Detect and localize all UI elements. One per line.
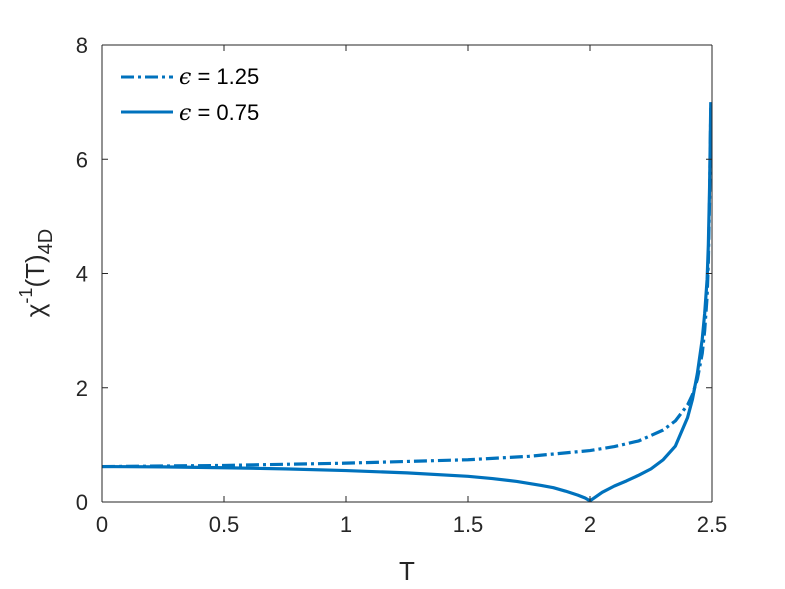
x-tick-label: 1 [340, 512, 352, 537]
y-axis-label-base: χ [20, 303, 50, 317]
x-tick-label: 2 [584, 512, 596, 537]
legend-eps-value: = 1.25 [191, 64, 259, 89]
y-tick-label: 4 [76, 262, 88, 287]
legend-label-eps-0-75: ϵ = 0.75 [179, 100, 259, 126]
y-axis-label: χ-1(T)4D [16, 229, 57, 317]
x-tick-label: 0.5 [209, 512, 240, 537]
series-line-eps-1-25 [101, 107, 713, 469]
ticks: 0 0.5 1 1.5 2 2.5 0 2 4 6 8 [76, 33, 728, 537]
y-tick-label: 6 [76, 147, 88, 172]
x-tick-label: 1.5 [453, 512, 484, 537]
plot-area [102, 45, 712, 502]
series-layer [101, 102, 713, 503]
axes [101, 44, 713, 503]
x-tick-label: 2.5 [697, 512, 728, 537]
y-axis-label-sub: 4D [35, 229, 57, 255]
legend-eps-symbol: ϵ [179, 65, 191, 90]
series-line-eps-0-75 [101, 102, 713, 503]
legend-label-eps-1-25: ϵ = 1.25 [179, 64, 259, 90]
x-axis-label: T [399, 556, 415, 586]
y-tick-label: 0 [76, 490, 88, 515]
legend-eps-symbol: ϵ [179, 101, 191, 126]
y-axis-label-paren: (T) [20, 254, 50, 287]
legend-eps-value: = 0.75 [191, 100, 259, 125]
legend: ϵ = 1.25 ϵ = 0.75 [121, 64, 259, 126]
y-tick-label: 2 [76, 376, 88, 401]
y-tick-label: 8 [76, 33, 88, 58]
x-tick-label: 0 [96, 512, 108, 537]
y-axis-label-sup: -1 [16, 288, 36, 304]
